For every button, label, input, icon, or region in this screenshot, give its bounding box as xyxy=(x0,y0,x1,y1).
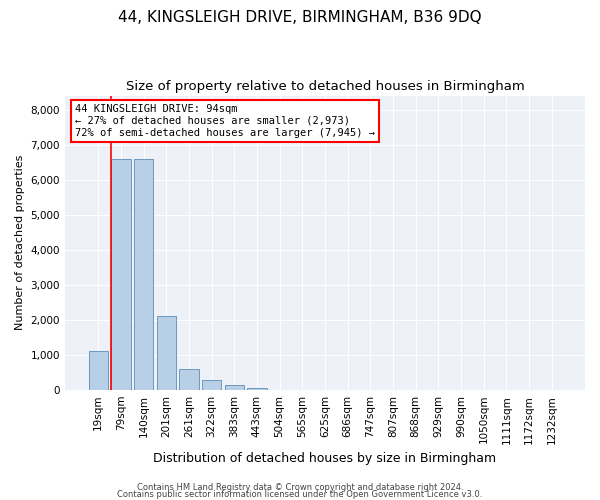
Bar xyxy=(179,369,199,390)
Text: 44, KINGSLEIGH DRIVE, BIRMINGHAM, B36 9DQ: 44, KINGSLEIGH DRIVE, BIRMINGHAM, B36 9D… xyxy=(118,10,482,25)
Bar xyxy=(247,388,266,390)
Text: 44 KINGSLEIGH DRIVE: 94sqm
← 27% of detached houses are smaller (2,973)
72% of s: 44 KINGSLEIGH DRIVE: 94sqm ← 27% of deta… xyxy=(76,104,376,138)
Bar xyxy=(134,158,153,390)
Text: Contains HM Land Registry data © Crown copyright and database right 2024.: Contains HM Land Registry data © Crown c… xyxy=(137,484,463,492)
Y-axis label: Number of detached properties: Number of detached properties xyxy=(15,155,25,330)
Title: Size of property relative to detached houses in Birmingham: Size of property relative to detached ho… xyxy=(125,80,524,93)
Bar xyxy=(202,380,221,390)
X-axis label: Distribution of detached houses by size in Birmingham: Distribution of detached houses by size … xyxy=(154,452,497,465)
Bar xyxy=(224,386,244,390)
Text: Contains public sector information licensed under the Open Government Licence v3: Contains public sector information licen… xyxy=(118,490,482,499)
Bar xyxy=(111,158,131,390)
Bar xyxy=(89,352,108,390)
Bar xyxy=(157,316,176,390)
